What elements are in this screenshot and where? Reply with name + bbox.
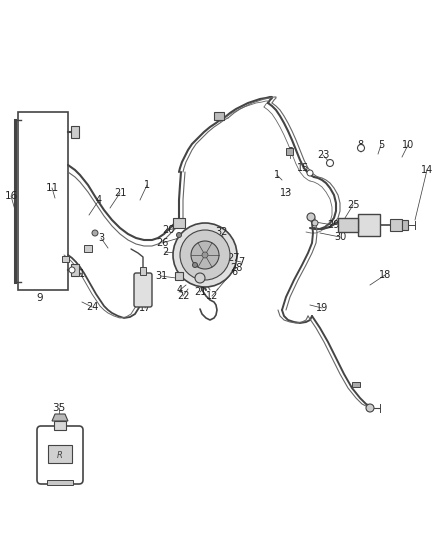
Bar <box>71 126 79 138</box>
Bar <box>358 214 380 236</box>
Bar <box>54 421 66 430</box>
Text: 11: 11 <box>46 183 59 193</box>
Text: 22: 22 <box>177 291 189 301</box>
Bar <box>48 445 72 463</box>
Bar <box>18 112 68 290</box>
Text: 4: 4 <box>177 285 183 295</box>
Circle shape <box>366 404 374 412</box>
Bar <box>214 112 224 120</box>
Bar <box>175 272 183 280</box>
Bar <box>173 218 185 228</box>
Text: 21: 21 <box>194 287 206 297</box>
Text: 1: 1 <box>79 269 85 279</box>
Text: R: R <box>57 451 63 461</box>
Circle shape <box>191 241 219 269</box>
FancyBboxPatch shape <box>37 426 83 484</box>
Bar <box>84 245 92 252</box>
Text: 12: 12 <box>206 291 218 301</box>
Bar <box>352 382 360 387</box>
Text: 26: 26 <box>156 238 168 248</box>
Text: 14: 14 <box>421 165 433 175</box>
Bar <box>402 220 408 230</box>
Text: 35: 35 <box>53 403 66 413</box>
Text: 18: 18 <box>379 270 391 280</box>
Text: 8: 8 <box>287 147 293 157</box>
Bar <box>390 219 402 231</box>
Text: 34: 34 <box>202 243 214 253</box>
Circle shape <box>177 232 181 238</box>
Bar <box>286 148 293 155</box>
Text: 1: 1 <box>215 258 221 268</box>
Bar <box>71 264 79 276</box>
Text: 31: 31 <box>155 271 167 281</box>
Text: 9: 9 <box>37 293 43 303</box>
Circle shape <box>92 230 98 236</box>
Text: 20: 20 <box>162 225 174 235</box>
Text: 4: 4 <box>96 195 102 205</box>
Bar <box>338 218 358 232</box>
Circle shape <box>312 220 318 226</box>
Text: 21: 21 <box>114 188 126 198</box>
FancyBboxPatch shape <box>134 273 152 307</box>
Text: 27: 27 <box>227 253 239 263</box>
Text: 13: 13 <box>280 188 292 198</box>
Text: 3: 3 <box>98 233 104 243</box>
Text: 10: 10 <box>402 140 414 150</box>
Circle shape <box>202 252 208 258</box>
Text: 25: 25 <box>347 200 359 210</box>
Text: 19: 19 <box>316 303 328 313</box>
Text: 6: 6 <box>231 267 237 277</box>
Circle shape <box>173 223 237 287</box>
Text: 8: 8 <box>357 140 363 150</box>
Text: 17: 17 <box>139 303 151 313</box>
Circle shape <box>357 144 364 151</box>
Text: 1: 1 <box>274 170 280 180</box>
Circle shape <box>326 159 333 166</box>
Text: 29: 29 <box>327 220 339 230</box>
Circle shape <box>69 267 75 273</box>
Text: 28: 28 <box>230 263 242 273</box>
Text: 7: 7 <box>238 257 244 267</box>
Circle shape <box>192 262 198 268</box>
Text: 33: 33 <box>212 235 224 245</box>
Circle shape <box>307 213 315 221</box>
Circle shape <box>195 273 205 283</box>
Text: 15: 15 <box>297 163 309 173</box>
Bar <box>47 480 73 485</box>
Circle shape <box>180 230 230 280</box>
Circle shape <box>307 170 313 176</box>
Text: 16: 16 <box>4 191 18 201</box>
Text: 30: 30 <box>334 232 346 242</box>
Text: 23: 23 <box>317 150 329 160</box>
Polygon shape <box>52 414 68 421</box>
Text: 1: 1 <box>144 180 150 190</box>
Text: 32: 32 <box>216 227 228 237</box>
Text: 2: 2 <box>162 247 168 257</box>
Text: 24: 24 <box>86 302 98 312</box>
Bar <box>140 267 146 275</box>
Bar <box>62 256 69 262</box>
Text: 5: 5 <box>378 140 384 150</box>
